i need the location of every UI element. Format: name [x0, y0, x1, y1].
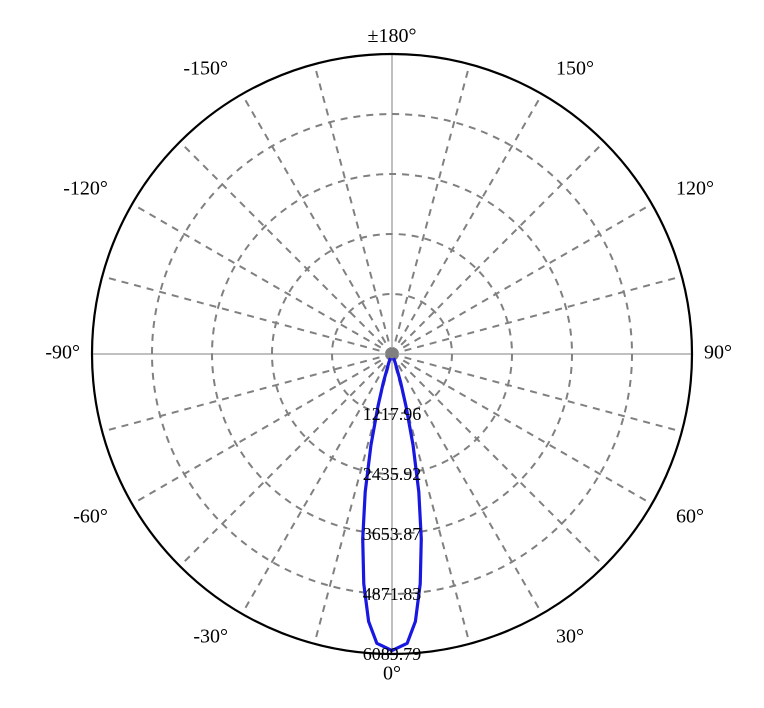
angle-label: 30°: [556, 626, 584, 648]
grid-spoke: [132, 354, 392, 504]
grid-spoke: [392, 64, 470, 354]
radial-label: 4871.83: [363, 584, 422, 604]
angle-label: 60°: [676, 506, 704, 528]
polar-chart-svg: 1217.96 2435.92 3653.87 4871.83 6089.790° 30°…: [0, 0, 764, 708]
grid-spoke: [392, 354, 652, 504]
grid-spoke: [314, 64, 392, 354]
angle-label: -90°: [45, 342, 80, 364]
angle-label: -150°: [183, 58, 228, 80]
radial-label: 6089.79: [363, 644, 422, 664]
grid-spoke: [102, 354, 392, 432]
grid-spoke: [132, 204, 392, 354]
angle-label: -120°: [63, 178, 108, 200]
angle-label: 150°: [556, 58, 594, 80]
angle-label: 90°: [704, 342, 732, 364]
grid-spoke: [392, 354, 682, 432]
grid-spoke: [242, 94, 392, 354]
angle-label: 120°: [676, 178, 714, 200]
center-dot: [388, 350, 397, 359]
grid-spoke: [180, 354, 392, 566]
grid-spoke: [392, 204, 652, 354]
radial-label: 1217.96: [363, 404, 422, 424]
angle-label: -30°: [193, 626, 228, 648]
polar-chart: { "chart": { "type": "polar", "width": 7…: [0, 0, 764, 708]
angle-label: 0°: [383, 663, 401, 685]
angle-label: ±180°: [368, 25, 417, 47]
grid-spoke: [392, 354, 604, 566]
angle-label: -60°: [73, 506, 108, 528]
radial-label: 2435.92: [363, 464, 422, 484]
grid-spoke: [102, 276, 392, 354]
grid-spoke: [392, 142, 604, 354]
radial-label: 3653.87: [363, 524, 422, 544]
grid-spoke: [392, 276, 682, 354]
grid-spoke: [392, 94, 542, 354]
grid-spoke: [180, 142, 392, 354]
